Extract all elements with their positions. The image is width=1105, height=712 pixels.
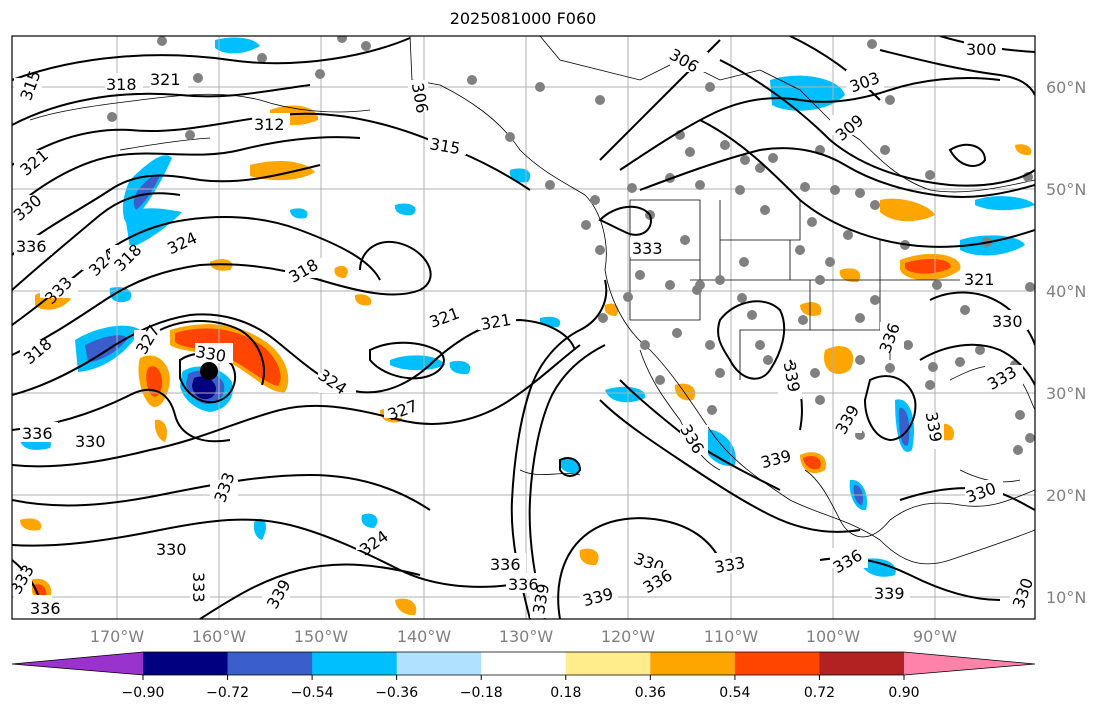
- colorbar-tick-label: −0.54: [291, 685, 334, 701]
- lon-label: 170°W: [90, 627, 145, 646]
- lat-label: 60°N: [1046, 78, 1086, 97]
- low-center-marker: [200, 362, 218, 380]
- contour-label: 336: [16, 237, 47, 256]
- colorbar-tick-label: 0.36: [635, 685, 666, 701]
- contour-label: 336: [508, 575, 539, 594]
- map-title: 2025081000 F060: [449, 9, 597, 28]
- lon-label: 140°W: [397, 627, 452, 646]
- station-dots: [107, 36, 1035, 455]
- colorbar-tick-label: −0.72: [206, 685, 249, 701]
- colorbar-segment: [143, 652, 229, 675]
- lat-label: 50°N: [1046, 180, 1086, 199]
- colorbar-segment: [734, 652, 820, 675]
- colorbar-tick-label: −0.18: [460, 685, 503, 701]
- colorbar-segment: [227, 652, 313, 675]
- lon-label: 110°W: [704, 627, 759, 646]
- lon-label: 160°W: [192, 627, 247, 646]
- colorbar-tick-label: −0.90: [122, 685, 165, 701]
- contour-label: 336: [30, 599, 61, 618]
- map-content: 315 318 321 312 315 306 306 303 309 300 …: [12, 36, 1035, 619]
- colorbar-segment: [565, 652, 651, 675]
- colorbar: −0.90 −0.72 −0.54 −0.36 −0.18 0.18 0.36 0.54 0.7…: [11, 651, 1036, 701]
- colorbar-tick-label: 0.72: [804, 685, 835, 701]
- latitude-labels: 60°N 50°N 40°N 30°N 20°N 10°N: [1046, 78, 1086, 607]
- colorbar-tick-label: −0.36: [375, 685, 418, 701]
- colorbar-segment: [819, 652, 905, 675]
- shaded-patches: [20, 37, 1035, 616]
- contour-labels: 315 318 321 312 315 306 306 303 309 300 …: [12, 38, 1035, 618]
- lon-label: 130°W: [499, 627, 554, 646]
- contour-label: 336: [22, 424, 53, 443]
- contour-label: 330: [992, 312, 1023, 331]
- contour-label: 339: [874, 584, 905, 603]
- lon-label: 100°W: [806, 627, 861, 646]
- colorbar-segment: [312, 652, 398, 675]
- contour-label: 300: [966, 40, 997, 59]
- longitude-labels: 170°W 160°W 150°W 140°W 130°W 120°W 110°…: [90, 627, 957, 646]
- lat-label: 30°N: [1046, 384, 1086, 403]
- contour-label: 330: [156, 540, 187, 559]
- colorbar-tick-label: 0.18: [550, 685, 581, 701]
- lat-label: 20°N: [1046, 486, 1086, 505]
- contour-label: 321: [964, 270, 995, 289]
- contour-label: 333: [189, 572, 208, 603]
- lat-label: 10°N: [1046, 588, 1086, 607]
- colorbar-segment: [396, 652, 482, 675]
- contour-label: 336: [490, 555, 521, 574]
- coastlines: [29, 36, 1035, 565]
- contour-label: 330: [75, 432, 106, 451]
- map-frame: [11, 35, 1036, 620]
- colorbar-segment: [481, 652, 567, 675]
- colorbar-tick-label: 0.54: [719, 685, 750, 701]
- colorbar-segment: [650, 652, 736, 675]
- contour-label: 321: [150, 70, 181, 89]
- contour-label: 312: [254, 115, 285, 134]
- lon-label: 120°W: [601, 627, 656, 646]
- colorbar-extend-right: [904, 652, 1035, 675]
- lon-label: 150°W: [294, 627, 349, 646]
- lat-label: 40°N: [1046, 282, 1086, 301]
- contour-label: 318: [106, 75, 137, 94]
- colorbar-tick-label: 0.90: [888, 685, 919, 701]
- lon-label: 90°W: [913, 627, 957, 646]
- colorbar-extend-left: [12, 652, 143, 675]
- contour-label: 333: [632, 239, 663, 258]
